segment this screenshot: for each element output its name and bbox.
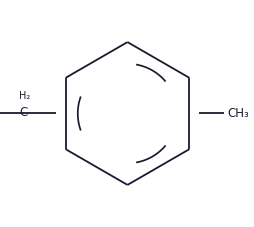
Text: H₂: H₂ [19, 91, 30, 101]
Text: C: C [19, 106, 27, 119]
Text: CH₃: CH₃ [226, 107, 248, 120]
